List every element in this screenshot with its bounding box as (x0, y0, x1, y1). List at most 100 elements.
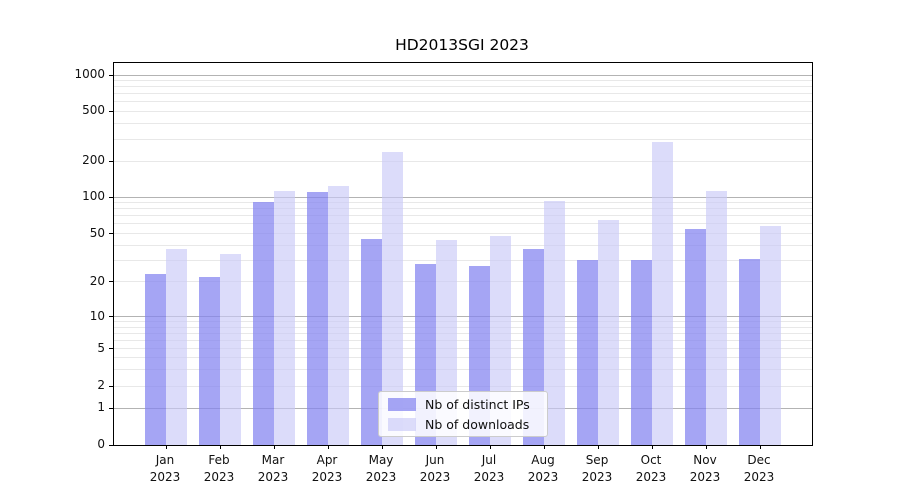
x-tick-label: Jul 2023 (473, 453, 505, 484)
x-tick-label: Nov 2023 (689, 453, 721, 484)
minor-gridline (114, 160, 812, 162)
y-tick-mark (109, 316, 113, 318)
minor-gridline (114, 321, 812, 323)
bar-distinct-ips (361, 239, 382, 445)
x-tick-mark (274, 445, 275, 449)
minor-gridline (114, 281, 812, 283)
legend: Nb of distinct IPs Nb of downloads (378, 391, 548, 437)
bar-distinct-ips (577, 260, 598, 445)
x-tick-label: Dec 2023 (743, 453, 775, 484)
y-tick-mark (109, 281, 113, 283)
y-tick-mark (109, 196, 113, 198)
minor-gridline (114, 215, 812, 217)
x-tick-label: Sep 2023 (581, 453, 613, 484)
x-tick-label: Apr 2023 (311, 453, 343, 484)
x-tick-mark (598, 445, 599, 449)
plot-area (109, 62, 813, 449)
x-tick-mark (760, 445, 761, 449)
minor-gridline (114, 110, 812, 112)
bar-distinct-ips (199, 276, 220, 445)
x-tick-label: Feb 2023 (203, 453, 235, 484)
y-tick-label: 0 (97, 437, 105, 451)
minor-gridline (114, 385, 812, 387)
y-tick-label: 200 (82, 153, 105, 168)
y-tick-mark (109, 233, 113, 234)
y-tick-mark (109, 407, 113, 409)
y-tick-label: 1 (97, 400, 105, 415)
chart-title: HD2013SGI 2023 (395, 36, 529, 54)
minor-gridline (114, 93, 812, 95)
bar-downloads (598, 219, 619, 445)
bar-downloads (706, 190, 727, 445)
minor-gridline (114, 244, 812, 246)
minor-gridline (114, 326, 812, 328)
bar-distinct-ips (739, 258, 760, 445)
minor-gridline (114, 79, 812, 81)
legend-swatch-distinct-ips-icon (388, 397, 416, 411)
minor-gridline (114, 368, 812, 370)
y-tick-mark (109, 74, 113, 76)
minor-gridline (114, 122, 812, 124)
major-gridline (114, 74, 812, 76)
y-tick-label: 50 (89, 225, 105, 240)
bar-downloads (760, 225, 781, 445)
bar-downloads (166, 249, 187, 445)
bar-distinct-ips (685, 229, 706, 445)
y-tick-label: 500 (82, 103, 105, 117)
x-tick-label: Jun 2023 (419, 453, 451, 484)
y-tick-label: 1000 (74, 67, 105, 81)
legend-item-downloads: Nb of downloads (379, 417, 547, 432)
legend-swatch-downloads-icon (388, 417, 416, 431)
bar-downloads (328, 185, 349, 445)
x-tick-label: Jan 2023 (149, 453, 181, 484)
major-gridline (114, 196, 812, 198)
x-tick-mark (490, 445, 491, 449)
y-tick-label: 100 (82, 189, 105, 204)
bar-distinct-ips (145, 274, 166, 445)
x-tick-mark (220, 445, 221, 449)
x-tick-mark (652, 445, 653, 449)
y-tick-mark (109, 385, 113, 387)
y-tick-mark (109, 348, 113, 350)
y-tick-mark (109, 160, 113, 162)
x-tick-mark (436, 445, 437, 449)
bar-downloads (382, 151, 403, 445)
y-tick-label: 5 (97, 340, 105, 355)
y-tick-mark (109, 110, 113, 112)
legend-label-downloads: Nb of downloads (425, 416, 530, 432)
x-tick-label: Oct 2023 (635, 453, 667, 484)
major-gridline (114, 316, 812, 318)
minor-gridline (114, 339, 812, 341)
x-tick-mark (544, 445, 545, 449)
bar-downloads (220, 253, 241, 445)
bar-downloads (544, 201, 565, 445)
x-tick-label: May 2023 (365, 453, 397, 484)
minor-gridline (114, 202, 812, 204)
legend-item-distinct-ips: Nb of distinct IPs (379, 397, 547, 412)
x-tick-mark (166, 445, 167, 449)
bar-distinct-ips (307, 192, 328, 445)
minor-gridline (114, 348, 812, 350)
minor-gridline (114, 233, 812, 234)
bar-downloads (652, 141, 673, 445)
x-tick-mark (328, 445, 329, 449)
bar-downloads (274, 191, 295, 445)
y-tick-label: 20 (89, 273, 105, 288)
minor-gridline (114, 357, 812, 359)
minor-gridline (114, 101, 812, 103)
minor-gridline (114, 86, 812, 88)
y-tick-label: 10 (89, 308, 105, 323)
x-tick-label: Aug 2023 (527, 453, 559, 484)
x-tick-mark (382, 445, 383, 449)
bar-distinct-ips (631, 260, 652, 445)
minor-gridline (114, 138, 812, 140)
y-tick-mark (109, 444, 113, 446)
minor-gridline (114, 332, 812, 334)
y-tick-label: 2 (97, 378, 105, 392)
bar-distinct-ips (253, 201, 274, 445)
minor-gridline (114, 259, 812, 261)
x-tick-mark (706, 445, 707, 449)
minor-gridline (114, 223, 812, 225)
minor-gridline (114, 208, 812, 210)
